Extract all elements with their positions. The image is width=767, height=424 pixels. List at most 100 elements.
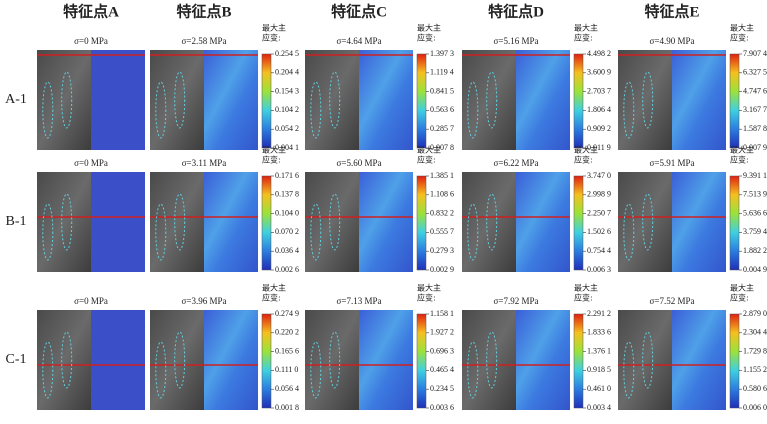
stress-label: σ=7.52 MPa: [650, 296, 695, 306]
colorbar-tick-label: 3.600 9: [587, 68, 611, 77]
crack-outline: [310, 203, 322, 261]
crack-outline: [467, 81, 479, 139]
colorbar-tick-label: 1.502 6: [587, 227, 611, 236]
crack-outline: [155, 341, 167, 399]
strain-field: [204, 310, 258, 410]
crack-outline: [61, 71, 73, 129]
colorbar-title: 应变:: [730, 33, 749, 43]
crack-outline: [486, 71, 498, 129]
strain-field: [516, 172, 570, 272]
colorbar-tick-label: 0.580 6: [743, 384, 767, 393]
colorbar-tick-label: 2.879 0: [743, 309, 767, 318]
crack-outline: [623, 341, 635, 399]
column-header: 特征点A: [63, 2, 119, 20]
colorbar: [729, 313, 740, 409]
stress-label: σ=3.11 MPa: [182, 158, 227, 168]
crack-outline: [61, 331, 73, 389]
strain-field: [516, 310, 570, 410]
stress-label: σ=0 MPa: [74, 36, 108, 46]
colorbar-title: 最大主: [730, 23, 754, 33]
crack-outline: [642, 331, 654, 389]
stress-label: σ=6.22 MPa: [494, 158, 539, 168]
colorbar-tick-label: 0.171 6: [275, 171, 299, 180]
colorbar-tick-label: 0.285 7: [430, 124, 454, 133]
colorbar-tick-label: 0.003 6: [430, 403, 454, 412]
colorbar-title: 最大主: [574, 145, 598, 155]
colorbar-tick-label: 9.391 1: [743, 171, 767, 180]
colorbar-tick-label: 1.155 2: [743, 365, 767, 374]
colorbar-tick-label: 0.006 0: [743, 403, 767, 412]
colorbar-tick-label: 3.747 0: [587, 171, 611, 180]
strain-field: [359, 50, 413, 150]
colorbar-title: 应变:: [730, 155, 749, 165]
stress-label: σ=5.60 MPa: [337, 158, 382, 168]
colorbar-title: 最大主: [262, 23, 286, 33]
specimen-photo: [618, 50, 672, 150]
colorbar-tick-label: 1.729 8: [743, 346, 767, 355]
strain-field: [204, 50, 258, 150]
column-header: 特征点C: [331, 2, 387, 20]
crack-outline: [155, 81, 167, 139]
specimen-photo: [305, 172, 359, 272]
crack-outline: [642, 193, 654, 251]
colorbar-title: 最大主: [417, 23, 441, 33]
colorbar-title: 应变:: [574, 33, 593, 43]
colorbar-title: 应变:: [262, 155, 281, 165]
stress-label: σ=4.90 MPa: [650, 36, 695, 46]
specimen-photo: [305, 310, 359, 410]
colorbar-tick-label: 0.004 1: [275, 143, 299, 152]
colorbar-tick-label: 0.002 6: [275, 265, 299, 274]
colorbar-tick-label: 6.327 5: [743, 68, 767, 77]
colorbar-tick-label: 0.696 3: [430, 346, 454, 355]
colorbar-title: 最大主: [417, 145, 441, 155]
crack-outline: [42, 341, 54, 399]
strain-field: [91, 172, 145, 272]
colorbar-tick-label: 0.006 3: [587, 265, 611, 274]
colorbar-tick-label: 0.909 2: [587, 124, 611, 133]
colorbar-tick-label: 1.806 4: [587, 105, 611, 114]
colorbar-title: 应变:: [417, 293, 436, 303]
crack-outline: [623, 203, 635, 261]
colorbar-tick-label: 2.250 7: [587, 208, 611, 217]
crack-outline: [642, 71, 654, 129]
colorbar: [416, 53, 427, 149]
specimen-photo: [37, 310, 91, 410]
colorbar-title: 最大主: [730, 283, 754, 293]
colorbar-tick-label: 0.465 4: [430, 365, 454, 374]
colorbar-tick-label: 1.385 1: [430, 171, 454, 180]
colorbar-tick-label: 4.747 6: [743, 86, 767, 95]
colorbar-title: 应变:: [574, 155, 593, 165]
crack-outline: [329, 331, 341, 389]
colorbar-tick-label: 0.754 4: [587, 246, 611, 255]
colorbar-tick-label: 1.833 6: [587, 328, 611, 337]
colorbar-tick-label: 0.832 2: [430, 208, 454, 217]
specimen-photo: [37, 172, 91, 272]
colorbar-tick-label: 2.703 7: [587, 86, 611, 95]
crack-outline: [486, 193, 498, 251]
colorbar: [261, 53, 272, 149]
crack-outline: [310, 81, 322, 139]
colorbar-tick-label: 0.002 9: [430, 265, 454, 274]
specimen-photo: [305, 50, 359, 150]
crack-outline: [174, 331, 186, 389]
colorbar-tick-label: 0.220 2: [275, 328, 299, 337]
colorbar-tick-label: 0.104 0: [275, 208, 299, 217]
colorbar: [416, 313, 427, 409]
colorbar-tick-label: 1.882 2: [743, 246, 767, 255]
crack-outline: [155, 203, 167, 261]
colorbar-tick-label: 2.291 2: [587, 309, 611, 318]
colorbar-title: 应变:: [262, 293, 281, 303]
colorbar-tick-label: 0.001 8: [275, 403, 299, 412]
stress-label: σ=7.13 MPa: [337, 296, 382, 306]
colorbar-tick-label: 0.274 9: [275, 309, 299, 318]
strain-field: [204, 172, 258, 272]
row-label: B-1: [6, 214, 27, 229]
colorbar-tick-label: 0.104 2: [275, 105, 299, 114]
crack-outline: [42, 203, 54, 261]
specimen-photo: [618, 310, 672, 410]
specimen-photo: [462, 50, 516, 150]
crack-outline: [486, 331, 498, 389]
colorbar-title: 应变:: [262, 33, 281, 43]
colorbar-tick-label: 0.154 3: [275, 86, 299, 95]
stress-label: σ=4.64 MPa: [337, 36, 382, 46]
